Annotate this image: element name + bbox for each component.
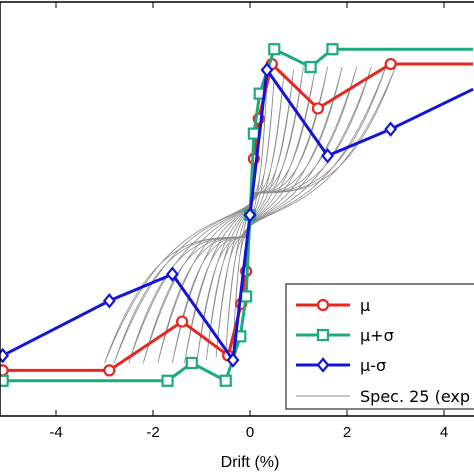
series-lines xyxy=(0,43,474,387)
x-tick-label: -2 xyxy=(146,424,159,441)
legend-entry: μ xyxy=(296,296,370,315)
data-point xyxy=(384,57,397,71)
hysteresis-loop xyxy=(225,77,275,353)
data-point xyxy=(0,364,9,377)
x-axis-ticks: -4 -2 0 2 4 xyxy=(49,2,448,441)
data-point xyxy=(384,121,398,137)
data-point xyxy=(185,356,198,370)
x-tick-label: 2 xyxy=(343,424,351,441)
plot-area xyxy=(0,43,474,387)
hysteresis-loop xyxy=(172,66,328,364)
legend-entry: Spec. 25 (exp xyxy=(296,387,470,406)
data-point xyxy=(219,374,232,387)
hysteresis-loop xyxy=(142,66,358,364)
hysteresis-loop xyxy=(215,72,285,358)
data-point xyxy=(226,352,240,368)
legend-entry: μ+σ xyxy=(296,326,394,345)
data-point xyxy=(176,315,189,328)
x-tick-label: -4 xyxy=(49,424,62,441)
data-point xyxy=(304,60,317,74)
legend: μ μ+σ μ-σ Spec. 25 (exp xyxy=(285,283,474,410)
data-point xyxy=(326,43,339,56)
hysteresis-loop xyxy=(196,66,304,364)
hysteresis-loop xyxy=(128,66,372,364)
data-point xyxy=(247,127,260,140)
legend-entry: μ-σ xyxy=(296,356,386,375)
legend-label: μ+σ xyxy=(360,326,394,345)
data-point xyxy=(0,374,9,387)
data-point xyxy=(0,347,10,364)
data-point xyxy=(268,43,281,56)
hysteresis-loop xyxy=(157,66,343,364)
legend-items: μ μ+σ μ-σ Spec. 25 (exp xyxy=(296,296,470,406)
data-point xyxy=(321,148,335,164)
data-point xyxy=(260,62,274,78)
data-point xyxy=(316,328,330,342)
data-point xyxy=(316,357,330,373)
x-axis-label: Drift (%) xyxy=(221,454,280,471)
x-tick-label: 4 xyxy=(440,424,448,441)
data-point xyxy=(102,293,116,309)
x-tick-label: 0 xyxy=(246,424,254,441)
data-point xyxy=(103,364,116,377)
legend-label: Spec. 25 (exp xyxy=(360,387,470,406)
data-point xyxy=(316,298,330,312)
data-point xyxy=(243,207,257,223)
data-point xyxy=(165,266,179,282)
legend-label: μ-σ xyxy=(360,356,386,375)
data-point xyxy=(311,102,324,115)
data-point xyxy=(240,290,253,303)
legend-label: μ xyxy=(360,296,370,315)
data-point xyxy=(161,374,174,387)
series-diamond xyxy=(0,62,474,368)
hysteresis-loop xyxy=(205,69,294,361)
